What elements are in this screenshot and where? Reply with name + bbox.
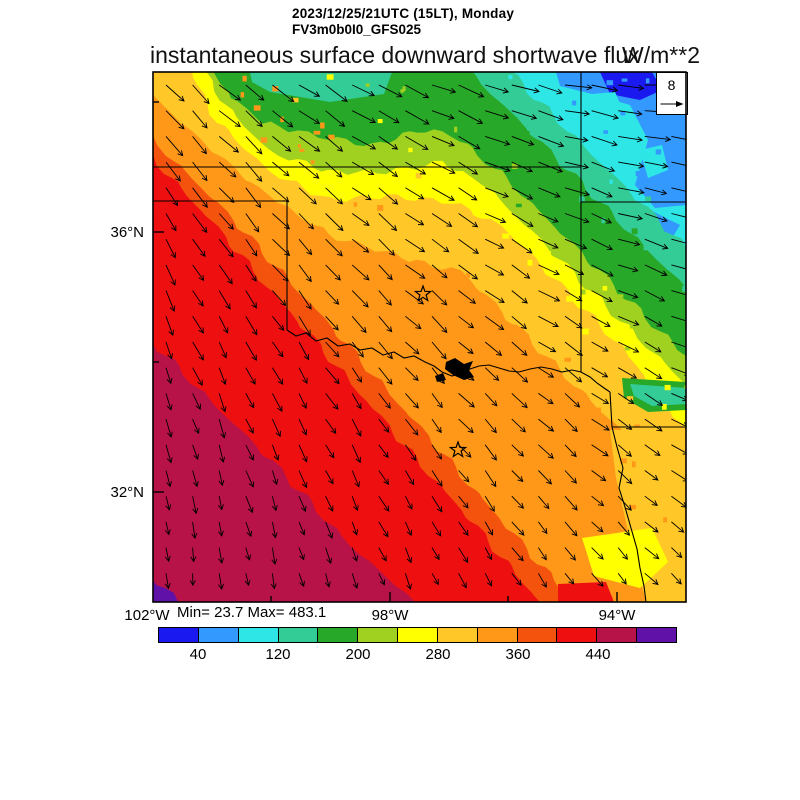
city-star-marker	[413, 284, 433, 302]
colorbar-segment	[278, 628, 319, 642]
colorbar-segment	[198, 628, 239, 642]
colorbar-segment	[238, 628, 279, 642]
y-axis-label-32n: 32°N	[110, 484, 144, 501]
vector-legend-value: 8	[668, 77, 676, 93]
colorbar-tick-label: 40	[189, 646, 207, 663]
axis-ticks	[153, 101, 618, 602]
colorbar-segment	[477, 628, 518, 642]
model-label: FV3m0b0I0_GFS025	[292, 22, 422, 37]
x-axis-label-102w: 102°W	[124, 607, 170, 624]
colorbar-segment	[597, 628, 638, 642]
colorbar-tick-label: 440	[585, 646, 611, 663]
datetime-label: 2023/12/25/21UTC (15LT), Monday	[292, 6, 515, 21]
units-label: W/m**2	[622, 42, 700, 68]
colorbar-segment	[159, 628, 199, 642]
y-axis-label-36n: 36°N	[110, 224, 144, 241]
colorbar-tick-label: 200	[345, 646, 371, 663]
colorbar-tick-label: 360	[505, 646, 531, 663]
colorbar-segment	[637, 628, 676, 642]
vector-legend-arrow-icon	[676, 101, 684, 107]
field-speckles	[240, 74, 686, 523]
colorbar-segment	[358, 628, 399, 642]
colorbar-segment	[318, 628, 359, 642]
map-frame	[152, 71, 687, 603]
plot-title: instantaneous surface downward shortwave…	[150, 42, 640, 68]
colorbar-segment	[398, 628, 438, 642]
x-axis-label-94w: 94°W	[598, 607, 636, 624]
colorbar-segment	[517, 628, 558, 642]
x-axis-label-98w: 98°W	[371, 607, 409, 624]
vector-legend: 8	[656, 72, 688, 115]
colorbar-tick-label: 280	[425, 646, 451, 663]
wind-arrows	[164, 82, 686, 591]
colorbar	[158, 627, 677, 643]
colorbar-segment	[437, 628, 478, 642]
colorbar-tick-label: 120	[265, 646, 291, 663]
city-star-marker	[448, 440, 468, 458]
map-field	[153, 72, 686, 602]
colorbar-segment	[557, 628, 598, 642]
minmax-label: Min= 23.7 Max= 483.1	[177, 604, 327, 621]
